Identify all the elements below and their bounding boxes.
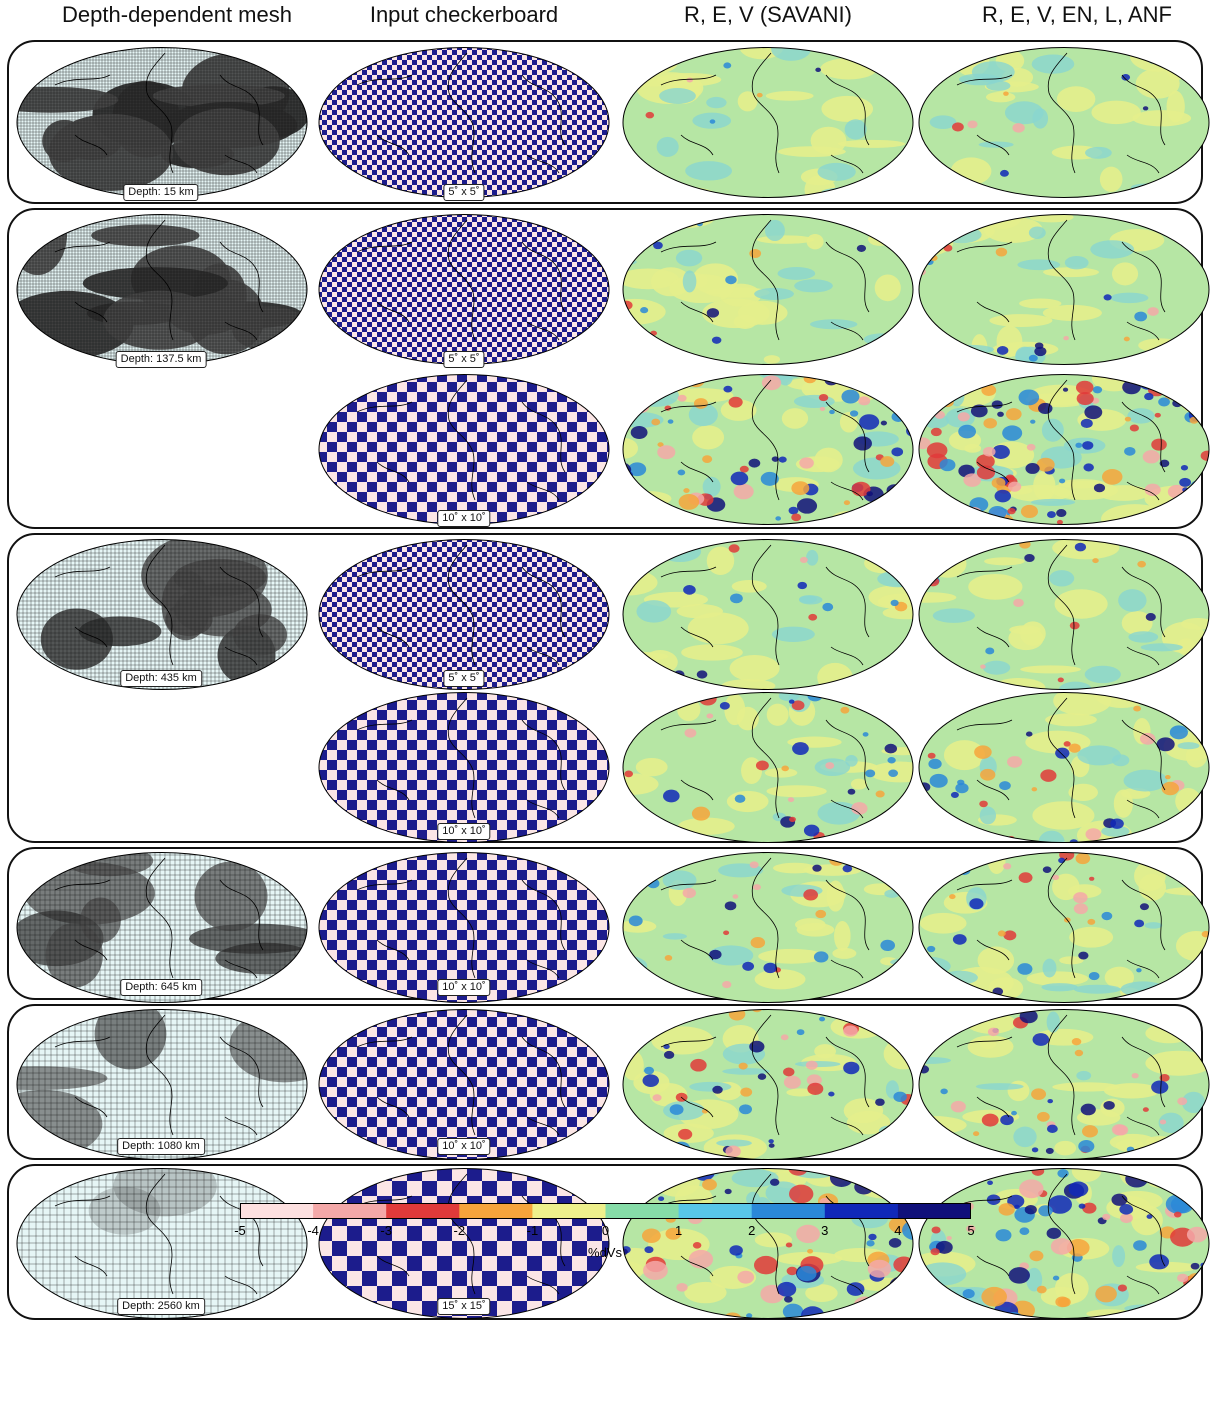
depth-label-435: Depth: 435 km	[120, 670, 202, 687]
mesh-map-6	[15, 850, 309, 1005]
full-recovery-map-1	[917, 45, 1211, 200]
colorbar-segment	[532, 1203, 606, 1219]
checkerboard-map-5	[317, 690, 611, 845]
savani-recovery-map-7	[621, 1007, 915, 1162]
mesh-map-8	[15, 1166, 309, 1321]
full-recovery-map-5	[917, 690, 1211, 845]
full-recovery-map-4	[917, 537, 1211, 692]
header-depth-mesh: Depth-dependent mesh	[62, 2, 292, 27]
depth-label-137: Depth: 137.5 km	[115, 351, 207, 368]
colorbar-label: %dVs	[588, 1245, 622, 1260]
colorbar-tick-label: 4	[894, 1223, 902, 1238]
savani-recovery-map-2	[621, 212, 915, 367]
savani-recovery-map-8	[621, 1166, 915, 1321]
full-recovery-map-2	[917, 212, 1211, 367]
colorbar-segment	[824, 1203, 899, 1219]
header-full-dataset: R, E, V, EN, L, ANF	[982, 2, 1172, 27]
checkerboard-map-1	[317, 45, 611, 200]
colorbar-tick-label: -1	[526, 1223, 539, 1238]
checker-label-6: 10˚ x 10˚	[437, 979, 491, 996]
full-recovery-map-3	[917, 372, 1211, 527]
colorbar-segment	[240, 1203, 314, 1219]
colorbar-tick-label: 5	[967, 1223, 975, 1238]
mesh-map-2	[15, 212, 309, 367]
checkerboard-map-4	[317, 537, 611, 692]
colorbar-tick-label: -2	[453, 1223, 466, 1238]
checkerboard-map-7	[317, 1007, 611, 1162]
colorbar-tick-label: -4	[307, 1223, 319, 1238]
colorbar-segment	[459, 1203, 533, 1219]
colorbar-segment	[386, 1203, 460, 1219]
group-depth-435	[7, 533, 1203, 843]
colorbar-tick-label: 2	[748, 1223, 756, 1238]
colorbar-tick-label: -3	[380, 1223, 392, 1238]
colorbar-segment	[751, 1203, 826, 1219]
savani-recovery-map-1	[621, 45, 915, 200]
colorbar-segment	[605, 1203, 680, 1219]
colorbar-tick-label: 1	[674, 1223, 683, 1238]
header-savani: R, E, V (SAVANI)	[684, 2, 852, 27]
checker-label-4: 5˚ x 5˚	[443, 670, 485, 687]
depth-label-1080: Depth: 1080 km	[117, 1138, 205, 1155]
colorbar-segment	[678, 1203, 753, 1219]
full-recovery-map-8	[917, 1166, 1211, 1321]
checker-label-3: 10˚ x 10˚	[437, 510, 491, 527]
checker-label-7: 10˚ x 10˚	[437, 1138, 491, 1155]
full-recovery-map-6	[917, 850, 1211, 1005]
checkerboard-map-6	[317, 850, 611, 1005]
checker-label-2: 5˚ x 5˚	[443, 351, 485, 368]
colorbar-tick-label: 3	[821, 1223, 829, 1238]
checker-label-1: 5˚ x 5˚	[443, 184, 485, 201]
checker-label-5: 10˚ x 10˚	[437, 823, 491, 840]
mesh-map-4	[15, 537, 309, 692]
colorbar	[240, 1203, 971, 1219]
depth-label-645: Depth: 645 km	[120, 979, 202, 996]
savani-recovery-map-4	[621, 537, 915, 692]
mesh-map-7	[15, 1007, 309, 1162]
savani-recovery-map-5	[621, 690, 915, 845]
colorbar-segment	[897, 1203, 971, 1219]
colorbar-tick-label: 0	[601, 1223, 610, 1238]
checkerboard-map-3	[317, 372, 611, 527]
full-recovery-map-7	[917, 1007, 1211, 1162]
depth-label-15: Depth: 15 km	[123, 184, 199, 201]
colorbar-segment	[313, 1203, 387, 1219]
depth-label-2560: Depth: 2560 km	[117, 1298, 205, 1315]
header-input-checkerboard: Input checkerboard	[369, 2, 559, 27]
group-depth-137	[7, 208, 1203, 529]
colorbar-tick-label: -5	[234, 1223, 246, 1238]
savani-recovery-map-6	[621, 850, 915, 1005]
checker-label-8: 15˚ x 15˚	[437, 1298, 491, 1315]
checkerboard-map-2	[317, 212, 611, 367]
mesh-map-1	[15, 45, 309, 200]
savani-recovery-map-3	[621, 372, 915, 527]
